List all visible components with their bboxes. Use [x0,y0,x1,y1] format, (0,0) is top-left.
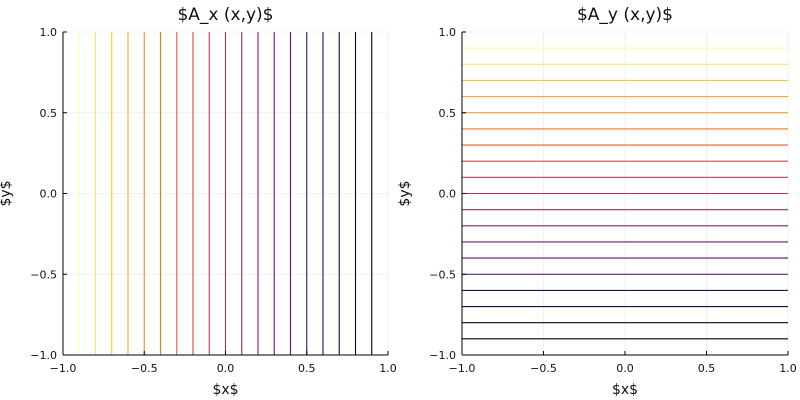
y-tick-label: −1.0 [429,349,456,362]
x-axis-label: $x$ [612,382,638,398]
y-tick-label: −1.0 [30,349,57,362]
y-tick-label: −0.5 [429,268,456,281]
chart-panel-1: −1.0 −0.5 0.0 0.5 1.0 −1.0 −0.5 0.0 0.5 1.0 $A_x (… [0,5,397,398]
x-tick-label: 1.0 [779,362,797,375]
x-tick-label: −1.0 [449,362,476,375]
chart-panel-2: −1.0 −0.5 0.0 0.5 1.0 −1.0 −0.5 0.0 0.5 1.0 $A_y (… [397,5,797,398]
x-tick-label: −0.5 [131,362,158,375]
y-tick-label: 1.0 [439,26,457,39]
y-axis-label: $y$ [397,180,413,206]
x-tick-label: 0.0 [616,362,634,375]
y-tick-label: 0.0 [439,188,457,201]
x-axis-label: $x$ [212,382,238,398]
y-tick-label: 0.5 [439,107,457,120]
x-tick-label: 1.0 [379,362,397,375]
y-tick-label: 0.0 [40,188,58,201]
y-axis-label: $y$ [0,180,14,206]
x-tick-label: 0.5 [698,362,716,375]
x-tick-label: 0.0 [217,362,235,375]
x-tick-label: 0.5 [298,362,316,375]
chart-title: $A_x (x,y)$ [177,5,273,25]
x-tick-label: −0.5 [530,362,557,375]
x-tick-label: −1.0 [50,362,77,375]
y-tick-label: −0.5 [30,268,57,281]
chart-title: $A_y (x,y)$ [577,5,673,25]
y-tick-label: 0.5 [40,107,58,120]
y-tick-label: 1.0 [40,26,58,39]
